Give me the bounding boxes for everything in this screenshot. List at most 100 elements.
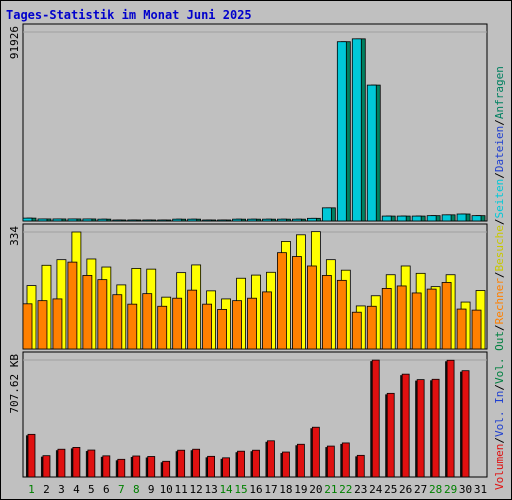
bar-seiten-20 bbox=[306, 217, 317, 222]
bar-volumen-18 bbox=[282, 451, 290, 478]
x-tick-label: 21 bbox=[324, 483, 337, 496]
bar-volumen-26 bbox=[401, 373, 410, 478]
x-tick-label: 4 bbox=[73, 483, 80, 496]
bar-seiten-1 bbox=[22, 217, 33, 222]
bar-volumen-28 bbox=[431, 378, 440, 478]
legend-item: Seiten bbox=[493, 179, 506, 219]
bar-volumen-24 bbox=[371, 359, 380, 478]
bar-seiten-28 bbox=[426, 215, 437, 222]
bar-seiten-8 bbox=[127, 219, 138, 222]
legend-item: Vol. In bbox=[493, 391, 506, 437]
bar-seiten-19 bbox=[292, 218, 302, 222]
bar-seiten-12 bbox=[187, 218, 198, 222]
bar-rechner-21 bbox=[321, 275, 332, 350]
panel-frame bbox=[22, 23, 488, 222]
bar-volumen-30 bbox=[461, 370, 470, 478]
bar-rechner-26 bbox=[396, 285, 407, 350]
bar-rechner-1 bbox=[22, 303, 33, 350]
bar-volumen-1 bbox=[27, 433, 36, 478]
bar-volumen-7 bbox=[117, 458, 126, 478]
x-tick-label: 9 bbox=[148, 483, 155, 496]
bar-volumen-20 bbox=[311, 426, 320, 478]
bar-volumen-11 bbox=[177, 449, 186, 478]
x-tick-label: 3 bbox=[58, 483, 65, 496]
bar-seiten-18 bbox=[277, 218, 287, 222]
bar-rechner-8 bbox=[127, 303, 138, 350]
x-tick-label: 2 bbox=[43, 483, 50, 496]
bar-rechner-24 bbox=[366, 305, 377, 350]
legend-item: Besuche bbox=[493, 225, 506, 271]
x-tick-label: 23 bbox=[354, 483, 367, 496]
bar-rechner-25 bbox=[381, 287, 392, 350]
bar-seiten-24 bbox=[366, 84, 377, 222]
x-tick-label: 8 bbox=[133, 483, 140, 496]
bar-volumen-16 bbox=[252, 449, 260, 478]
bar-volumen-8 bbox=[132, 455, 141, 478]
chart-title: Tages-Statistik im Monat Juni 2025 bbox=[6, 8, 252, 22]
bar-seiten-14 bbox=[217, 219, 227, 222]
bar-rechner-9 bbox=[142, 293, 153, 350]
bar-volumen-17 bbox=[267, 440, 275, 478]
x-tick-label: 25 bbox=[384, 483, 397, 496]
bar-volumen-14 bbox=[222, 457, 230, 478]
legend-item: Rechner bbox=[493, 278, 506, 325]
bar-seiten-6 bbox=[97, 218, 108, 222]
bar-rechner-31 bbox=[471, 309, 482, 350]
legend-separator: / bbox=[493, 119, 506, 126]
bar-volumen-25 bbox=[386, 392, 395, 478]
bar-rechner-15 bbox=[232, 300, 242, 350]
bar-volumen-3 bbox=[57, 448, 66, 478]
bar-rechner-18 bbox=[277, 252, 287, 350]
bar-volumen-10 bbox=[162, 460, 171, 478]
bar-seiten-5 bbox=[82, 218, 93, 222]
bar-volumen-22 bbox=[341, 442, 350, 478]
max-label: 707.62 KB bbox=[8, 354, 21, 414]
x-tick-label: 10 bbox=[160, 483, 173, 496]
bar-seiten-9 bbox=[142, 219, 153, 222]
legend-item: Dateien bbox=[493, 126, 506, 172]
x-tick-label: 16 bbox=[249, 483, 262, 496]
x-tick-label: 7 bbox=[118, 483, 125, 496]
legend-item: Vol. Out bbox=[493, 331, 506, 384]
bar-rechner-29 bbox=[441, 282, 452, 350]
bar-rechner-3 bbox=[52, 298, 63, 350]
x-tick-label: 31 bbox=[474, 483, 487, 496]
x-tick-label: 6 bbox=[103, 483, 110, 496]
x-tick-label: 13 bbox=[204, 483, 217, 496]
bar-rechner-12 bbox=[187, 289, 198, 350]
bar-volumen-29 bbox=[446, 359, 455, 478]
bar-rechner-16 bbox=[247, 297, 257, 350]
legend-separator: / bbox=[493, 437, 506, 444]
legend-separator: / bbox=[493, 271, 506, 278]
bar-rechner-28 bbox=[426, 288, 437, 350]
legend-separator: / bbox=[493, 324, 506, 331]
bar-volumen-15 bbox=[237, 450, 245, 478]
bar-seiten-25 bbox=[381, 215, 392, 222]
bar-volumen-9 bbox=[147, 456, 156, 478]
bar-rechner-22 bbox=[336, 279, 347, 350]
x-tick-label: 30 bbox=[459, 483, 472, 496]
bar-seiten-10 bbox=[157, 219, 168, 222]
x-tick-label: 22 bbox=[339, 483, 352, 496]
bar-volumen-21 bbox=[326, 445, 335, 478]
x-tick-label: 28 bbox=[429, 483, 442, 496]
bar-rechner-5 bbox=[82, 275, 93, 350]
bar-seiten-22 bbox=[336, 41, 347, 222]
bar-volumen-13 bbox=[207, 455, 215, 478]
bar-volumen-19 bbox=[297, 443, 305, 478]
bar-volumen-12 bbox=[192, 448, 201, 478]
bar-rechner-4 bbox=[67, 261, 78, 350]
bar-rechner-14 bbox=[217, 309, 227, 350]
legend-separator: / bbox=[493, 384, 506, 391]
x-tick-label: 5 bbox=[88, 483, 95, 496]
bar-seiten-11 bbox=[172, 218, 183, 222]
legend-item: Volumen bbox=[493, 444, 506, 490]
legend-separator: / bbox=[493, 172, 506, 179]
bar-seiten-27 bbox=[411, 215, 422, 222]
bar-seiten-29 bbox=[441, 214, 452, 222]
bar-volumen-2 bbox=[42, 455, 51, 478]
bar-volumen-5 bbox=[87, 449, 96, 478]
right-legend: Volumen/Vol. In/Vol. Out/Rechner/Besuche… bbox=[493, 66, 506, 490]
